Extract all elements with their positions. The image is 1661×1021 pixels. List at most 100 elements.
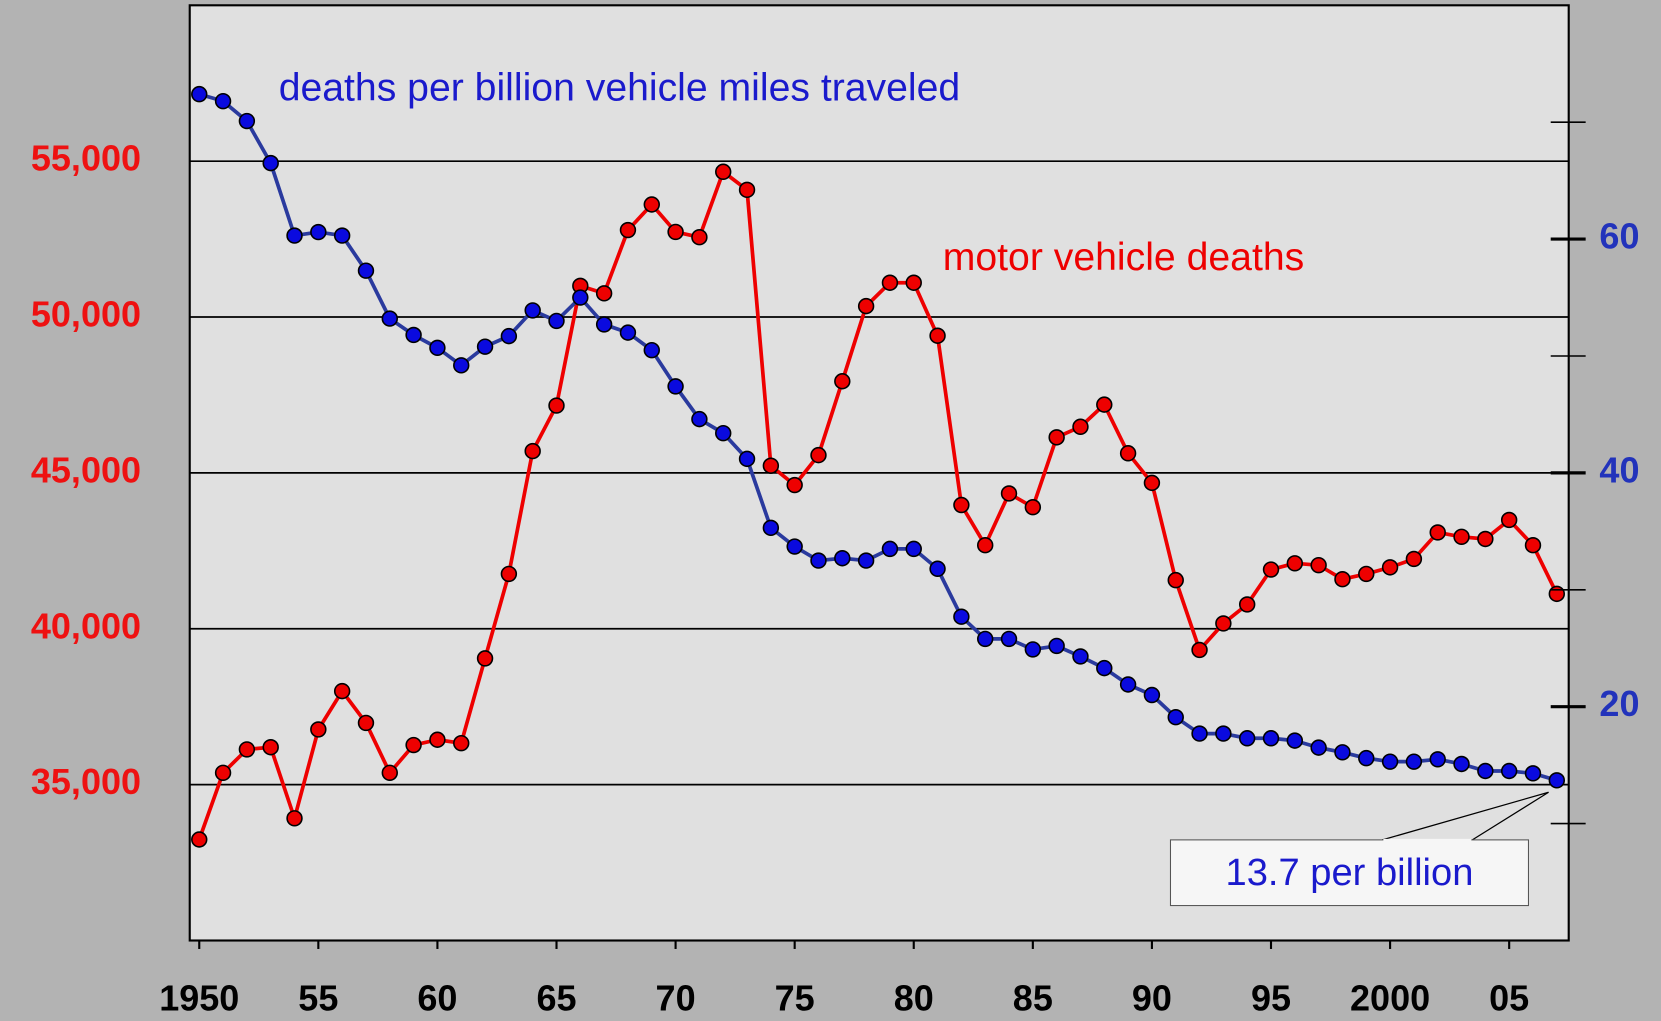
data-point <box>333 227 351 244</box>
data-point <box>834 550 851 567</box>
data-point <box>667 223 684 241</box>
data-point <box>1191 725 1208 742</box>
data-point <box>1215 615 1232 632</box>
data-point <box>191 85 208 103</box>
data-point <box>1000 630 1018 648</box>
y2-tick-label: 60 <box>1599 216 1639 257</box>
data-point <box>381 764 398 782</box>
data-point <box>691 410 708 428</box>
data-point <box>1310 739 1327 756</box>
data-point <box>1143 474 1161 492</box>
y-tick-label: 45,000 <box>31 449 141 490</box>
data-point <box>500 327 518 345</box>
data-point <box>286 810 303 827</box>
data-point <box>643 341 660 359</box>
data-point <box>786 476 803 494</box>
data-point <box>286 227 303 244</box>
data-point <box>881 540 899 558</box>
data-point <box>1096 659 1113 677</box>
x-tick-label: 80 <box>894 977 934 1018</box>
data-point <box>262 154 279 172</box>
data-point <box>1477 762 1494 780</box>
data-point <box>1119 445 1137 462</box>
y2-tick-label: 20 <box>1599 683 1639 724</box>
grid <box>189 160 1569 786</box>
data-point <box>524 442 541 460</box>
data-point <box>1358 749 1375 767</box>
x-tick-label: 1950 <box>159 977 239 1018</box>
data-point <box>834 373 851 390</box>
data-point <box>929 560 946 577</box>
data-point <box>1024 641 1042 658</box>
data-point <box>619 324 637 341</box>
series-label: motor vehicle deaths <box>943 236 1304 279</box>
data-point <box>1500 511 1518 529</box>
data-point <box>1453 528 1470 546</box>
data-point <box>976 630 994 648</box>
data-point <box>310 223 327 241</box>
data-point <box>429 339 446 357</box>
data-point <box>524 302 541 319</box>
data-point <box>476 338 494 355</box>
data-point <box>429 731 446 748</box>
data-point <box>857 297 875 315</box>
callout-pointer <box>1382 791 1549 841</box>
data-point <box>405 736 422 754</box>
data-point <box>191 831 208 848</box>
x-tick-label: 70 <box>656 977 696 1018</box>
y-tick-label: 40,000 <box>31 605 141 646</box>
y-tick-label: 55,000 <box>31 138 141 179</box>
data-point <box>1286 555 1304 572</box>
data-point <box>1286 732 1304 749</box>
data-point <box>1000 485 1018 502</box>
data-point <box>715 163 732 180</box>
data-point <box>1096 396 1113 413</box>
x-tick-label: 55 <box>298 977 338 1018</box>
data-point <box>1381 753 1399 770</box>
data-point <box>238 741 256 758</box>
data-point <box>262 739 279 756</box>
annotation: 13.7 per billion <box>1226 851 1474 894</box>
data-point <box>1429 524 1446 541</box>
data-point <box>1143 686 1161 704</box>
series-line <box>197 169 1559 841</box>
data-point <box>1048 429 1065 446</box>
data-point <box>929 327 946 344</box>
x-tick-label: 90 <box>1132 977 1172 1018</box>
data-point <box>238 112 256 130</box>
data-point <box>1072 418 1089 435</box>
data-point <box>762 457 780 474</box>
data-point <box>953 496 970 514</box>
data-point <box>857 552 875 569</box>
x-tick-label: 75 <box>775 977 815 1018</box>
data-point <box>357 262 375 279</box>
data-point <box>691 229 708 246</box>
data-point <box>976 537 994 554</box>
data-point <box>1167 709 1184 726</box>
data-point <box>1381 559 1399 576</box>
data-point <box>1334 570 1351 588</box>
data-point <box>1238 730 1256 747</box>
data-point <box>1024 498 1042 516</box>
y2-tick-label: 40 <box>1599 449 1639 490</box>
data-point <box>595 316 613 333</box>
data-point <box>1453 755 1470 773</box>
data-point <box>595 285 613 302</box>
data-point <box>1524 765 1542 782</box>
series-line <box>198 92 1558 783</box>
data-point <box>1238 596 1256 613</box>
data-point <box>715 424 732 442</box>
data-point <box>405 326 422 344</box>
data-point <box>1262 561 1280 578</box>
marks <box>191 85 1566 848</box>
data-point <box>1477 530 1494 548</box>
x-tick-label: 2000 <box>1350 977 1430 1018</box>
data-point <box>1405 753 1423 770</box>
data-point <box>1119 676 1137 693</box>
data-point <box>476 650 494 667</box>
data-point <box>214 764 232 782</box>
data-point <box>667 378 684 395</box>
data-point <box>1334 744 1351 761</box>
x-tick-label: 95 <box>1251 977 1291 1018</box>
